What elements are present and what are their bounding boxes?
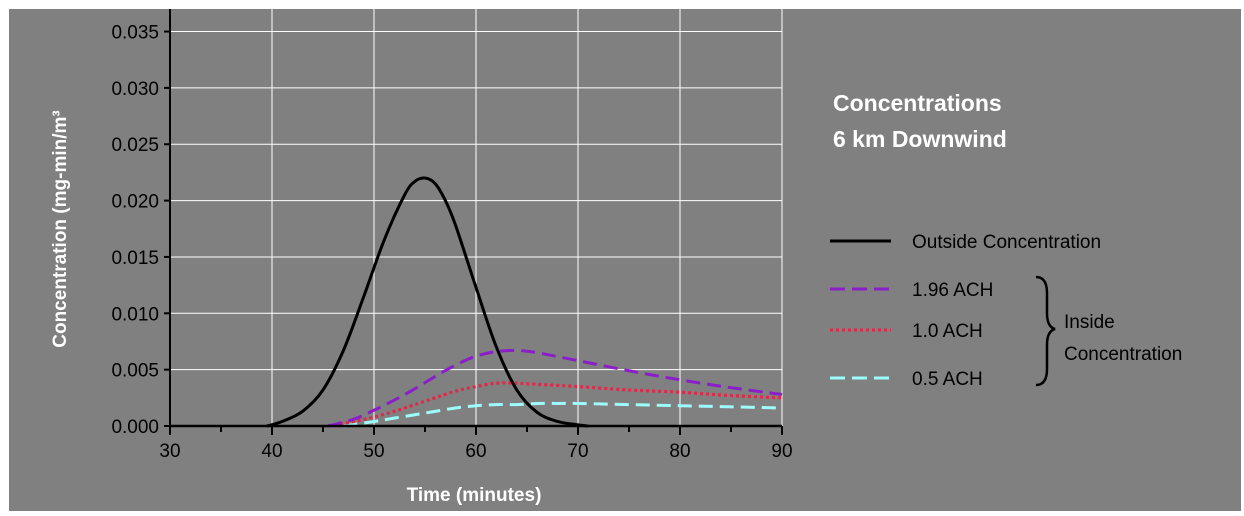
- chart-title-line-1: Concentrations: [833, 90, 1002, 116]
- x-tick-label: 80: [669, 441, 690, 462]
- line-chart: 30 40 50 60 70 80 90 0.000 0.005 0.010 0.015 0.020 0…: [50, 9, 1182, 506]
- axes: 30 40 50 60 70 80 90 0.000 0.005 0.010 0.015 0.020 0…: [111, 9, 793, 462]
- bracket-label-line-1: Inside: [1064, 312, 1115, 333]
- x-tick-label: 60: [465, 441, 486, 462]
- y-tick-label: 0.030: [111, 79, 159, 100]
- x-tick-label: 50: [363, 441, 384, 462]
- bracket-label-line-2: Concentration: [1064, 344, 1182, 365]
- series-line-outside-concentration: [266, 176, 589, 428]
- y-tick-label: 0.010: [111, 304, 159, 325]
- legend-label-outside-concentration: Outside Concentration: [912, 232, 1101, 253]
- legend-label-0-5-ach: 0.5 ACH: [912, 369, 983, 390]
- chart-figure: 30 40 50 60 70 80 90 0.000 0.005 0.010 0.015 0.020 0…: [9, 9, 1241, 511]
- x-tick-label: 40: [261, 441, 282, 462]
- series-lines: [266, 176, 783, 428]
- inside-concentration-bracket: [1035, 275, 1056, 387]
- y-tick-label: 0.020: [111, 192, 159, 213]
- y-tick-label: 0.005: [111, 361, 159, 382]
- x-axis-title: Time (minutes): [407, 485, 542, 506]
- series-line-1-0-ach: [327, 381, 783, 428]
- y-tick-label: 0.035: [111, 23, 159, 44]
- x-tick-label: 70: [567, 441, 588, 462]
- y-tick-label: 0.000: [111, 417, 159, 438]
- y-tick-label: 0.015: [111, 248, 159, 269]
- series-line-1-96-ach: [327, 348, 783, 428]
- legend: Outside Concentration 1.96 ACH 1.0 ACH 0.5 …: [830, 232, 1101, 390]
- legend-label-1-0-ach: 1.0 ACH: [912, 321, 983, 342]
- legend-label-1-96-ach: 1.96 ACH: [912, 280, 993, 301]
- grid: [170, 9, 783, 426]
- x-tick-label: 90: [771, 441, 792, 462]
- y-axis-title: Concentration (mg-min/m³: [50, 110, 71, 348]
- chart-title-line-2: 6 km Downwind: [833, 126, 1007, 152]
- y-tick-label: 0.025: [111, 135, 159, 156]
- x-tick-label: 30: [159, 441, 180, 462]
